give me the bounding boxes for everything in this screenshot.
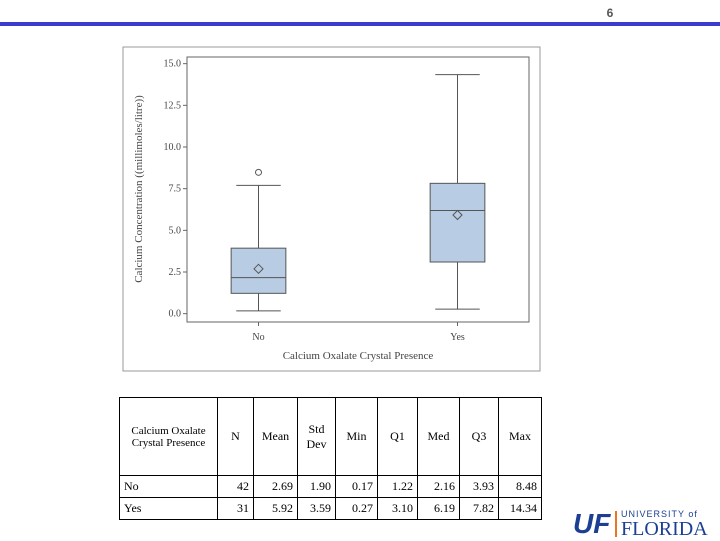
y-axis-title: Calcium Concentration ((millimoles/litre… [133,95,145,283]
header-cell: Calcium Oxalate Crystal Presence [119,397,218,476]
cell: 1.22 [377,475,418,498]
cell: 5.92 [253,497,298,520]
box [230,247,287,294]
x-axis-title: Calcium Oxalate Crystal Presence [283,350,434,362]
cell: Yes [119,497,218,520]
cell: No [119,475,218,498]
mean-marker [452,209,463,221]
x-tick-label: Yes [450,332,465,343]
cell: 3.59 [297,497,336,520]
y-tick-label: 0.0 [169,309,182,320]
cell: 0.27 [335,497,378,520]
logo-line1: UNIVERSITY of [621,509,698,519]
chart: Calcium Oxalate Crystal Presence Calcium… [122,46,541,372]
header-cell: Q1 [377,397,418,476]
cell: 7.82 [459,497,499,520]
y-tick-label: 15.0 [164,59,182,70]
x-tick-label: No [252,332,264,343]
cell: 31 [217,497,254,520]
slide-number: 6 [606,6,614,20]
header-cell: Q3 [459,397,499,476]
logo: UF UNIVERSITY of FLORIDA [573,508,718,540]
mean-marker [253,263,264,275]
cell: 3.93 [459,475,499,498]
y-tick-label: 2.5 [169,267,182,278]
plot-frame [186,56,530,323]
header-cell: Min [335,397,378,476]
table-row: No 42 2.69 1.90 0.17 1.22 2.16 3.93 8.48 [119,475,542,498]
header-cell: Med [417,397,460,476]
table-row: Calcium Oxalate Crystal Presence N Mean Std… [119,397,542,476]
logo-mark: UF [573,508,611,539]
outlier [255,168,262,176]
cell: 0.17 [335,475,378,498]
logo-divider [615,511,617,537]
cell: 8.48 [498,475,542,498]
header-cell: N [217,397,254,476]
cell: 42 [217,475,254,498]
y-tick-label: 7.5 [169,184,182,195]
cell: 6.19 [417,497,460,520]
header-band [0,0,720,22]
logo-line2: FLORIDA [621,518,708,540]
header-cell: Mean [253,397,298,476]
header-cell: Max [498,397,542,476]
cell: 2.69 [253,475,298,498]
cell: 14.34 [498,497,542,520]
stats-table: Calcium Oxalate Crystal Presence N Mean Std… [119,397,542,520]
table-row: Yes 31 5.92 3.59 0.27 3.10 6.19 7.82 14.34 [119,497,542,520]
cell: 3.10 [377,497,418,520]
box [429,182,486,263]
cell: 1.90 [297,475,336,498]
cell: 2.16 [417,475,460,498]
y-tick-label: 10.0 [164,142,182,153]
header-line [0,22,720,26]
y-tick-label: 12.5 [164,100,182,111]
y-tick-label: 5.0 [169,225,182,236]
header-cell: Std Dev [297,397,336,476]
